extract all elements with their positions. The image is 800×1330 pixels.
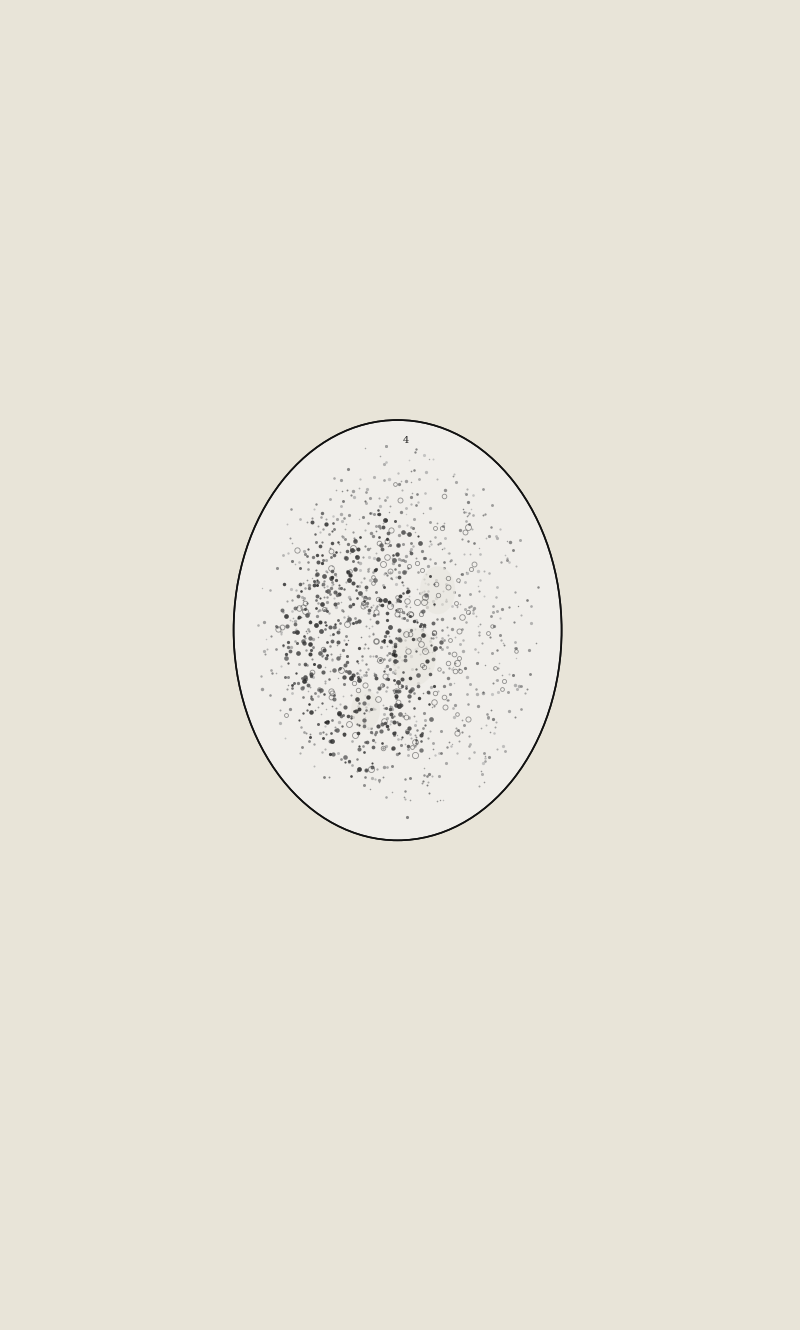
Ellipse shape xyxy=(420,567,455,614)
Ellipse shape xyxy=(391,628,436,686)
Text: 4: 4 xyxy=(402,436,409,446)
Ellipse shape xyxy=(351,690,380,730)
Ellipse shape xyxy=(234,420,562,841)
